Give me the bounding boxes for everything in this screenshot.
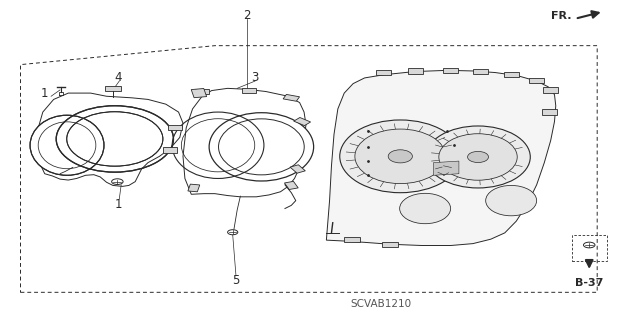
Ellipse shape [388, 150, 412, 163]
Text: 4: 4 [115, 71, 122, 85]
Text: B-37: B-37 [575, 278, 604, 288]
Text: 1: 1 [115, 198, 122, 211]
Polygon shape [183, 88, 306, 197]
Ellipse shape [209, 113, 314, 181]
Text: FR.: FR. [550, 11, 571, 21]
Text: SCVAB1210: SCVAB1210 [350, 299, 411, 309]
FancyBboxPatch shape [504, 72, 519, 78]
FancyBboxPatch shape [191, 88, 207, 98]
FancyBboxPatch shape [284, 181, 298, 189]
FancyBboxPatch shape [383, 241, 397, 247]
FancyBboxPatch shape [473, 69, 488, 74]
Polygon shape [433, 161, 459, 175]
Text: 5: 5 [232, 274, 239, 287]
Text: 1: 1 [41, 87, 49, 100]
FancyBboxPatch shape [541, 109, 557, 115]
FancyBboxPatch shape [168, 125, 182, 130]
Ellipse shape [439, 134, 517, 180]
Polygon shape [36, 93, 183, 186]
FancyBboxPatch shape [188, 184, 200, 192]
Ellipse shape [426, 126, 531, 188]
Text: 2: 2 [243, 9, 250, 22]
FancyBboxPatch shape [529, 78, 544, 83]
FancyBboxPatch shape [163, 147, 177, 152]
FancyBboxPatch shape [408, 68, 423, 74]
Polygon shape [326, 70, 556, 246]
Text: 3: 3 [252, 71, 259, 85]
Ellipse shape [468, 152, 488, 163]
Circle shape [228, 230, 238, 235]
FancyBboxPatch shape [283, 94, 300, 101]
Ellipse shape [486, 185, 537, 216]
Ellipse shape [340, 120, 461, 193]
FancyBboxPatch shape [195, 89, 209, 94]
FancyBboxPatch shape [290, 165, 305, 173]
Circle shape [111, 179, 123, 184]
Ellipse shape [30, 115, 104, 175]
FancyBboxPatch shape [242, 88, 255, 93]
FancyBboxPatch shape [376, 70, 392, 75]
Circle shape [584, 242, 595, 248]
FancyBboxPatch shape [543, 87, 558, 93]
FancyBboxPatch shape [443, 68, 458, 73]
Ellipse shape [399, 193, 451, 224]
FancyBboxPatch shape [105, 85, 120, 91]
FancyBboxPatch shape [294, 117, 310, 126]
Ellipse shape [355, 129, 445, 184]
FancyBboxPatch shape [344, 236, 360, 242]
